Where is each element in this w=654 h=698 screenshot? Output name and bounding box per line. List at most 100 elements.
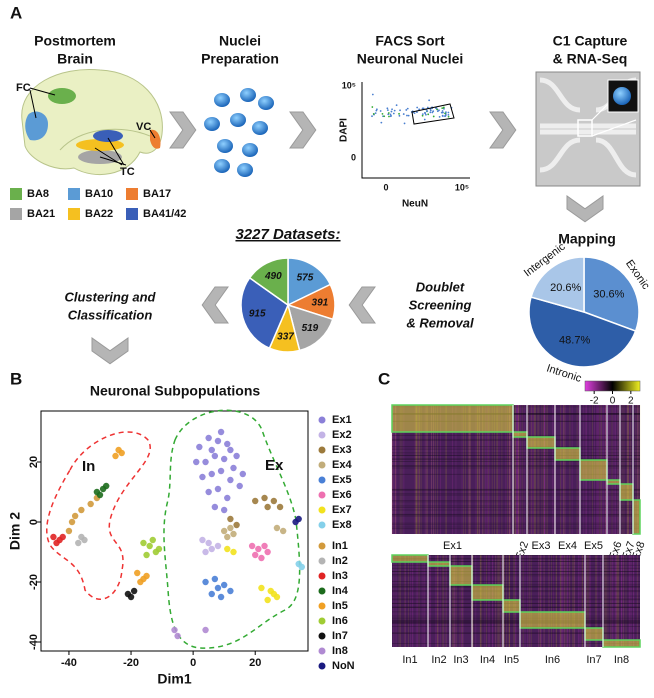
legend-label: In1 — [332, 540, 348, 552]
point — [193, 458, 200, 466]
slice-label: 337 — [277, 332, 294, 343]
facs-dot — [387, 112, 390, 114]
point — [230, 530, 237, 538]
tick-label: 0 — [383, 182, 388, 192]
y-tick-label: -20 — [28, 574, 40, 590]
group-label: In3 — [453, 654, 468, 666]
facs-dot — [447, 111, 450, 114]
axis-title: NeuN — [402, 199, 428, 210]
c1-zoom — [591, 103, 637, 137]
heatmap-block — [503, 600, 520, 612]
point — [93, 488, 101, 496]
facs-dot — [406, 107, 409, 110]
facs-dot — [381, 112, 384, 115]
group-label: Ex1 — [443, 540, 462, 552]
legend-label: BA8 — [27, 188, 49, 200]
chevron — [489, 111, 517, 149]
group-label: Ex5 — [584, 540, 603, 552]
point — [140, 539, 147, 547]
legend-marker — [318, 662, 326, 670]
facs-dot — [436, 110, 439, 113]
point — [261, 542, 268, 550]
chevron — [169, 111, 197, 149]
facs-dot — [441, 107, 444, 110]
point — [217, 593, 225, 601]
legend-marker — [318, 431, 326, 439]
point — [298, 563, 305, 571]
heatmap-block — [580, 460, 607, 480]
legend-marker — [318, 491, 326, 499]
point — [68, 518, 76, 526]
point — [214, 584, 222, 592]
heatmap-block — [428, 562, 450, 566]
region — [93, 130, 123, 142]
facs-dot — [398, 112, 400, 115]
panel-label: B — [10, 369, 22, 388]
point — [205, 539, 212, 547]
step-title: Nuclei — [219, 33, 261, 49]
step-title: Brain — [57, 51, 93, 67]
facs-dot — [406, 114, 408, 117]
brain-label: TC — [120, 166, 135, 178]
legend-label: In6 — [332, 615, 348, 627]
annotation: In — [82, 458, 95, 475]
nucleus — [240, 88, 256, 102]
facs-dot — [375, 109, 378, 112]
facs-dot — [435, 107, 438, 109]
point — [270, 590, 278, 598]
slice-label: 915 — [249, 308, 266, 319]
legend-marker — [318, 647, 326, 655]
group-label: In5 — [504, 654, 519, 666]
point — [227, 515, 234, 523]
point — [53, 539, 60, 547]
legend-label: Ex6 — [332, 489, 352, 501]
heatmap-block — [450, 566, 472, 585]
chevron — [348, 286, 376, 324]
legend-label: Ex3 — [332, 444, 352, 456]
step-title: FACS Sort — [375, 33, 445, 49]
nucleus — [214, 159, 230, 173]
point — [211, 452, 219, 460]
legend-marker — [318, 587, 326, 595]
facs-dot — [438, 115, 441, 118]
point — [214, 437, 222, 445]
legend-swatch — [68, 188, 80, 200]
point — [127, 593, 135, 601]
point — [171, 626, 178, 634]
y-tick-label: -40 — [28, 634, 40, 650]
facs-dot — [429, 111, 432, 114]
point — [214, 542, 222, 550]
x-tick-label: -40 — [61, 657, 77, 669]
facs-dot — [383, 115, 386, 118]
heatmap-block — [555, 448, 580, 460]
step-title: Neuronal Nuclei — [357, 51, 464, 67]
pointer — [149, 129, 156, 139]
point — [224, 494, 231, 502]
legend-marker — [318, 542, 326, 550]
point — [202, 458, 209, 466]
point — [149, 536, 156, 544]
legend-label: BA41/42 — [143, 208, 186, 220]
chart-title: 3227 Datasets: — [235, 226, 340, 243]
step-title: Postmortem — [34, 33, 116, 49]
nucleus — [258, 96, 274, 110]
point — [211, 503, 219, 511]
step-title: Preparation — [201, 51, 279, 67]
region-outline — [163, 409, 301, 649]
point — [208, 470, 215, 478]
nucleus — [237, 163, 253, 177]
heatmap-block — [472, 585, 503, 600]
point — [220, 455, 228, 463]
legend-marker — [318, 521, 326, 529]
point — [252, 551, 259, 559]
legend-label: Ex5 — [332, 474, 352, 486]
legend-marker — [318, 557, 326, 565]
legend-label: In4 — [332, 585, 349, 597]
point — [230, 464, 237, 472]
point — [264, 548, 271, 556]
facs-dot — [375, 108, 378, 111]
legend-label: BA10 — [85, 188, 113, 200]
point — [227, 476, 234, 484]
brain-fold — [59, 128, 151, 151]
legend-swatch — [10, 208, 22, 220]
